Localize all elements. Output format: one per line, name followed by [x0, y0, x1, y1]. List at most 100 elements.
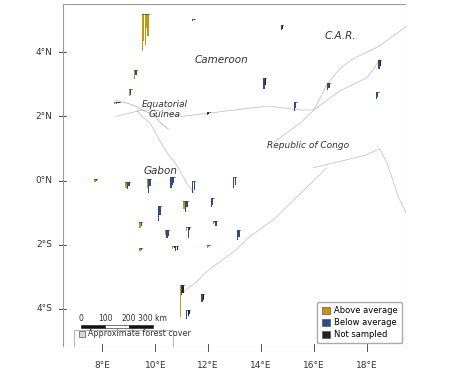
Bar	[203, 295, 204, 300]
Text: Guinea: Guinea	[149, 110, 181, 119]
Text: Approximate forest cover: Approximate forest cover	[88, 329, 191, 339]
Bar	[142, 15, 143, 51]
Bar	[280, 25, 282, 31]
Bar	[139, 222, 141, 228]
Text: 2°S: 2°S	[37, 240, 53, 249]
Text: 18°E: 18°E	[356, 361, 378, 370]
Bar	[186, 201, 188, 207]
Bar	[188, 311, 189, 316]
Bar	[238, 230, 240, 237]
Bar	[201, 295, 203, 302]
Bar	[208, 112, 209, 114]
Bar	[212, 198, 213, 205]
Bar	[188, 227, 189, 238]
Bar	[192, 180, 193, 193]
Bar	[147, 15, 149, 36]
Text: 8°E: 8°E	[95, 361, 110, 370]
Bar	[176, 246, 178, 250]
Text: 10°E: 10°E	[144, 361, 166, 370]
Bar	[144, 15, 146, 45]
Bar	[264, 78, 265, 89]
Bar	[207, 245, 208, 248]
Text: 0°N: 0°N	[36, 176, 53, 185]
Bar	[159, 206, 160, 215]
Bar	[172, 246, 174, 249]
Text: C.A.R.: C.A.R.	[324, 31, 356, 41]
Bar	[141, 222, 142, 226]
Bar	[115, 102, 117, 104]
Bar	[186, 227, 188, 231]
Bar	[295, 102, 296, 108]
Bar	[189, 311, 190, 314]
Bar	[139, 248, 141, 251]
Text: 200: 200	[121, 314, 136, 323]
Bar	[327, 83, 328, 90]
Bar	[117, 102, 118, 103]
Bar	[378, 60, 379, 69]
Bar	[129, 325, 152, 328]
Bar	[265, 78, 266, 85]
Bar	[114, 102, 115, 105]
Bar	[150, 179, 151, 186]
Text: Equatorial: Equatorial	[142, 100, 188, 109]
Bar	[182, 285, 184, 294]
Text: Gabon: Gabon	[144, 166, 178, 176]
Text: 12°E: 12°E	[197, 361, 219, 370]
Bar	[183, 201, 185, 209]
Bar	[377, 92, 378, 97]
Bar	[215, 221, 217, 226]
Bar	[186, 311, 188, 319]
Bar	[180, 285, 181, 317]
Text: 16°E: 16°E	[303, 361, 325, 370]
Bar	[166, 230, 168, 238]
Text: 300 km: 300 km	[138, 314, 167, 323]
Bar	[181, 285, 182, 295]
Bar	[282, 25, 283, 29]
Text: 100: 100	[98, 314, 113, 323]
Bar	[170, 177, 172, 188]
Text: 0: 0	[79, 314, 84, 323]
Bar	[172, 177, 173, 185]
Text: 4°N: 4°N	[36, 48, 53, 57]
Bar	[105, 325, 129, 328]
Bar	[146, 15, 147, 28]
Bar	[207, 112, 208, 115]
Bar	[119, 102, 120, 103]
Text: 4°S: 4°S	[37, 304, 53, 313]
Bar	[294, 102, 295, 111]
FancyBboxPatch shape	[75, 330, 173, 350]
Bar	[175, 246, 176, 251]
Bar	[148, 179, 149, 193]
Legend: Above average, Below average, Not sampled: Above average, Below average, Not sample…	[318, 302, 402, 343]
Bar	[380, 60, 381, 66]
Bar	[94, 179, 96, 182]
Bar	[208, 245, 209, 247]
Text: Republic of Congo: Republic of Congo	[267, 141, 349, 150]
Text: 14°E: 14°E	[250, 361, 272, 370]
Bar	[158, 206, 159, 221]
Bar	[192, 19, 193, 21]
Bar	[173, 177, 174, 183]
Bar	[328, 83, 330, 88]
Bar	[237, 230, 238, 240]
Bar	[127, 182, 128, 189]
Bar	[130, 89, 131, 94]
Bar	[125, 182, 127, 187]
Bar	[376, 92, 377, 99]
Bar	[185, 201, 186, 212]
Text: 2°N: 2°N	[36, 112, 53, 121]
Bar	[211, 198, 212, 208]
Bar	[146, 179, 148, 187]
Bar	[82, 325, 105, 328]
Bar	[134, 70, 136, 78]
Bar	[174, 246, 175, 248]
Bar	[212, 221, 214, 224]
Bar	[214, 221, 215, 223]
Bar	[234, 177, 236, 185]
Bar	[189, 227, 190, 230]
Bar	[129, 89, 130, 96]
Bar	[233, 177, 234, 188]
Bar	[96, 179, 97, 182]
Bar	[141, 248, 142, 250]
Bar	[194, 19, 195, 20]
